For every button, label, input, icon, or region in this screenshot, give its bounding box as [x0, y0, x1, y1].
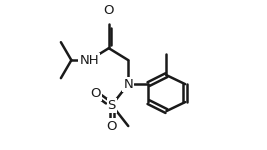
Text: O: O [107, 120, 117, 133]
Text: NH: NH [80, 54, 99, 67]
Text: O: O [90, 87, 101, 100]
Text: O: O [104, 4, 114, 17]
Text: N: N [123, 78, 133, 91]
Text: S: S [108, 99, 116, 112]
